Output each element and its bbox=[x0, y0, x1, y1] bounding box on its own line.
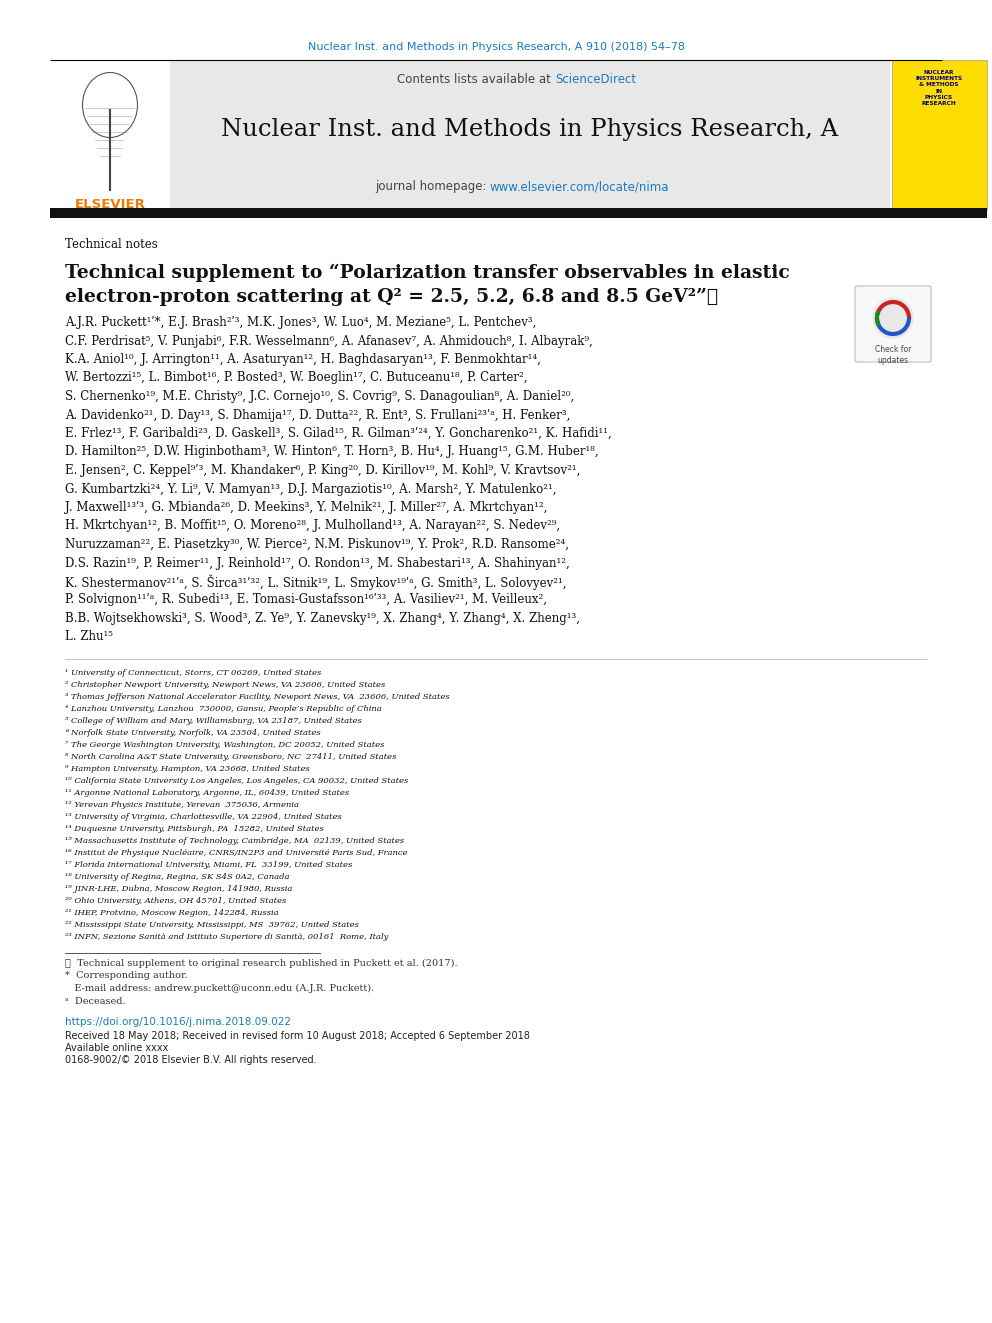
Text: ²¹ IHEP, Protvino, Moscow Region, 142284, Russia: ²¹ IHEP, Protvino, Moscow Region, 142284… bbox=[65, 909, 279, 917]
Text: electron-proton scattering at Q² = 2.5, 5.2, 6.8 and 8.5 GeV²”★: electron-proton scattering at Q² = 2.5, … bbox=[65, 288, 718, 306]
Text: journal homepage:: journal homepage: bbox=[375, 180, 490, 193]
Text: ⁸ North Carolina A&T State University, Greensboro, NC  27411, United States: ⁸ North Carolina A&T State University, G… bbox=[65, 753, 397, 761]
Text: ¹⁹ JINR-LHE, Dubna, Moscow Region, 141980, Russia: ¹⁹ JINR-LHE, Dubna, Moscow Region, 14198… bbox=[65, 885, 293, 893]
Text: B.B. Wojtsekhowski³, S. Wood³, Z. Ye⁹, Y. Zanevsky¹⁹, X. Zhang⁴, Y. Zhang⁴, X. Z: B.B. Wojtsekhowski³, S. Wood³, Z. Ye⁹, Y… bbox=[65, 613, 580, 624]
Text: ²² Mississippi State University, Mississippi, MS  39762, United States: ²² Mississippi State University, Mississ… bbox=[65, 921, 359, 929]
Text: G. Kumbartzki²⁴, Y. Li⁹, V. Mamyan¹³, D.J. Margaziotis¹⁰, A. Marsh², Y. Matulenk: G. Kumbartzki²⁴, Y. Li⁹, V. Mamyan¹³, D.… bbox=[65, 483, 557, 496]
Text: A. Davidenko²¹, D. Day¹³, S. Dhamija¹⁷, D. Dutta²², R. Ent³, S. Frullani²³ʹᵃ, H.: A. Davidenko²¹, D. Day¹³, S. Dhamija¹⁷, … bbox=[65, 409, 570, 422]
Text: P. Solvignon¹¹ʹᵃ, R. Subedi¹³, E. Tomasi-Gustafsson¹⁶ʹ³³, A. Vasiliev²¹, M. Veil: P. Solvignon¹¹ʹᵃ, R. Subedi¹³, E. Tomasi… bbox=[65, 594, 547, 606]
Text: ²⁰ Ohio University, Athens, OH 45701, United States: ²⁰ Ohio University, Athens, OH 45701, Un… bbox=[65, 897, 287, 905]
Text: ¹⁷ Florida International University, Miami, FL  33199, United States: ¹⁷ Florida International University, Mia… bbox=[65, 861, 352, 869]
Text: K.A. Aniol¹⁰, J. Arrington¹¹, A. Asaturyan¹², H. Baghdasaryan¹³, F. Benmokhtar¹⁴: K.A. Aniol¹⁰, J. Arrington¹¹, A. Asatury… bbox=[65, 353, 541, 366]
Text: ⁴ Lanzhou University, Lanzhou  730000, Gansu, People’s Republic of China: ⁴ Lanzhou University, Lanzhou 730000, Ga… bbox=[65, 705, 382, 713]
Text: E-mail address: andrew.puckett@uconn.edu (A.J.R. Puckett).: E-mail address: andrew.puckett@uconn.edu… bbox=[65, 984, 374, 994]
Text: Technical notes: Technical notes bbox=[65, 238, 158, 251]
Text: S. Chernenko¹⁹, M.E. Christy⁹, J.C. Cornejo¹⁰, S. Covrig⁹, S. Danagoulian⁸, A. D: S. Chernenko¹⁹, M.E. Christy⁹, J.C. Corn… bbox=[65, 390, 574, 404]
Text: L. Zhu¹⁵: L. Zhu¹⁵ bbox=[65, 631, 113, 643]
Text: Contents lists available at: Contents lists available at bbox=[398, 73, 555, 86]
Text: ScienceDirect: ScienceDirect bbox=[555, 73, 636, 86]
Text: ⁷ The George Washington University, Washington, DC 20052, United States: ⁷ The George Washington University, Wash… bbox=[65, 741, 384, 749]
Text: D.S. Razin¹⁹, P. Reimer¹¹, J. Reinhold¹⁷, O. Rondon¹³, M. Shabestari¹³, A. Shahi: D.S. Razin¹⁹, P. Reimer¹¹, J. Reinhold¹⁷… bbox=[65, 557, 569, 569]
Text: ᵃ  Deceased.: ᵃ Deceased. bbox=[65, 996, 126, 1005]
FancyBboxPatch shape bbox=[855, 286, 931, 363]
Text: www.elsevier.com/locate/nima: www.elsevier.com/locate/nima bbox=[490, 180, 670, 193]
Text: ⁹ Hampton University, Hampton, VA 23668, United States: ⁹ Hampton University, Hampton, VA 23668,… bbox=[65, 765, 310, 773]
Text: ¹⁵ Massachusetts Institute of Technology, Cambridge, MA  02139, United States: ¹⁵ Massachusetts Institute of Technology… bbox=[65, 837, 404, 845]
Text: Nuclear Inst. and Methods in Physics Research, A 910 (2018) 54–78: Nuclear Inst. and Methods in Physics Res… bbox=[308, 42, 684, 52]
Text: A.J.R. Puckett¹ʹ*, E.J. Brash²ʹ³, M.K. Jones³, W. Luo⁴, M. Meziane⁵, L. Pentchev: A.J.R. Puckett¹ʹ*, E.J. Brash²ʹ³, M.K. J… bbox=[65, 316, 537, 329]
Text: NUCLEAR
INSTRUMENTS
& METHODS
IN
PHYSICS
RESEARCH: NUCLEAR INSTRUMENTS & METHODS IN PHYSICS… bbox=[916, 70, 962, 106]
Text: Nuclear Inst. and Methods in Physics Research, A: Nuclear Inst. and Methods in Physics Res… bbox=[221, 118, 838, 142]
Text: Available online xxxx: Available online xxxx bbox=[65, 1043, 169, 1053]
Text: K. Shestermanov²¹ʹᵃ, S. Širca³¹ʹ³², L. Sitnik¹⁹, L. Smykov¹⁹ʹᵃ, G. Smith³, L. So: K. Shestermanov²¹ʹᵃ, S. Širca³¹ʹ³², L. S… bbox=[65, 576, 566, 590]
Text: *  Corresponding author.: * Corresponding author. bbox=[65, 971, 187, 980]
Text: Technical supplement to “Polarization transfer observables in elastic: Technical supplement to “Polarization tr… bbox=[65, 265, 790, 282]
Text: ★  Technical supplement to original research published in Puckett et al. (2017).: ★ Technical supplement to original resea… bbox=[65, 959, 457, 968]
Circle shape bbox=[873, 298, 913, 337]
Text: E. Frlez¹³, F. Garibaldi²³, D. Gaskell³, S. Gilad¹⁵, R. Gilman³ʹ²⁴, Y. Goncharen: E. Frlez¹³, F. Garibaldi²³, D. Gaskell³,… bbox=[65, 427, 612, 441]
Text: Nuruzzaman²², E. Piasetzky³⁰, W. Pierce², N.M. Piskunov¹⁹, Y. Prok², R.D. Ransom: Nuruzzaman²², E. Piasetzky³⁰, W. Pierce²… bbox=[65, 538, 569, 550]
Text: ¹² Yerevan Physics Institute, Yerevan  375036, Armenia: ¹² Yerevan Physics Institute, Yerevan 37… bbox=[65, 800, 299, 808]
Text: ²³ INFN, Sezione Sanità and Istituto Superiore di Sanità, 00161  Rome, Italy: ²³ INFN, Sezione Sanità and Istituto Sup… bbox=[65, 933, 389, 941]
Text: ¹³ University of Virginia, Charlottesville, VA 22904, United States: ¹³ University of Virginia, Charlottesvil… bbox=[65, 814, 342, 822]
Bar bbox=[50, 208, 987, 218]
Text: W. Bertozzi¹⁵, L. Bimbot¹⁶, P. Bosted³, W. Boeglin¹⁷, C. Butuceanu¹⁸, P. Carter²: W. Bertozzi¹⁵, L. Bimbot¹⁶, P. Bosted³, … bbox=[65, 372, 528, 385]
Text: ¹⁰ California State University Los Angeles, Los Angeles, CA 90032, United States: ¹⁰ California State University Los Angel… bbox=[65, 777, 409, 785]
Text: H. Mkrtchyan¹², B. Moffit¹⁵, O. Moreno²⁸, J. Mulholland¹³, A. Narayan²², S. Nede: H. Mkrtchyan¹², B. Moffit¹⁵, O. Moreno²⁸… bbox=[65, 520, 560, 532]
Text: ⁶ Norfolk State University, Norfolk, VA 23504, United States: ⁶ Norfolk State University, Norfolk, VA … bbox=[65, 729, 320, 737]
Text: E. Jensen², C. Keppel⁹ʹ³, M. Khandaker⁶, P. King²⁰, D. Kirillov¹⁹, M. Kohl⁹, V. : E. Jensen², C. Keppel⁹ʹ³, M. Khandaker⁶,… bbox=[65, 464, 580, 478]
Text: https://doi.org/10.1016/j.nima.2018.09.022: https://doi.org/10.1016/j.nima.2018.09.0… bbox=[65, 1017, 291, 1027]
Text: J. Maxwell¹³ʹ³, G. Mbianda²⁶, D. Meekins³, Y. Melnik²¹, J. Miller²⁷, A. Mkrtchya: J. Maxwell¹³ʹ³, G. Mbianda²⁶, D. Meekins… bbox=[65, 501, 548, 515]
Text: ELSEVIER: ELSEVIER bbox=[74, 198, 146, 210]
Text: ⁵ College of William and Mary, Williamsburg, VA 23187, United States: ⁵ College of William and Mary, Williamsb… bbox=[65, 717, 362, 725]
Text: ¹ University of Connecticut, Storrs, CT 06269, United States: ¹ University of Connecticut, Storrs, CT … bbox=[65, 669, 321, 677]
Text: C.F. Perdrisat⁵, V. Punjabi⁶, F.R. Wesselmann⁶, A. Afanasev⁷, A. Ahmidouch⁸, I. : C.F. Perdrisat⁵, V. Punjabi⁶, F.R. Wesse… bbox=[65, 335, 593, 348]
Bar bbox=[892, 60, 987, 210]
Text: ¹⁴ Duquesne University, Pittsburgh, PA  15282, United States: ¹⁴ Duquesne University, Pittsburgh, PA 1… bbox=[65, 826, 323, 833]
Text: Check for
updates: Check for updates bbox=[875, 345, 912, 365]
Text: ¹⁶ Institut de Physique Nucléaire, CNRS/IN2P3 and Université Paris Sud, France: ¹⁶ Institut de Physique Nucléaire, CNRS/… bbox=[65, 849, 408, 857]
Text: Received 18 May 2018; Received in revised form 10 August 2018; Accepted 6 Septem: Received 18 May 2018; Received in revise… bbox=[65, 1031, 530, 1041]
Text: D. Hamilton²⁵, D.W. Higinbotham³, W. Hinton⁶, T. Horn³, B. Hu⁴, J. Huang¹⁵, G.M.: D. Hamilton²⁵, D.W. Higinbotham³, W. Hin… bbox=[65, 446, 598, 459]
Text: ¹⁸ University of Regina, Regina, SK S4S 0A2, Canada: ¹⁸ University of Regina, Regina, SK S4S … bbox=[65, 873, 290, 881]
Text: ² Christopher Newport University, Newport News, VA 23606, United States: ² Christopher Newport University, Newpor… bbox=[65, 681, 385, 689]
Bar bbox=[50, 60, 170, 210]
Bar bbox=[170, 60, 890, 210]
Text: ¹¹ Argonne National Laboratory, Argonne, IL, 60439, United States: ¹¹ Argonne National Laboratory, Argonne,… bbox=[65, 789, 349, 796]
Text: ³ Thomas Jefferson National Accelerator Facility, Newport News, VA  23606, Unite: ³ Thomas Jefferson National Accelerator … bbox=[65, 693, 449, 701]
Text: 0168-9002/© 2018 Elsevier B.V. All rights reserved.: 0168-9002/© 2018 Elsevier B.V. All right… bbox=[65, 1054, 316, 1065]
